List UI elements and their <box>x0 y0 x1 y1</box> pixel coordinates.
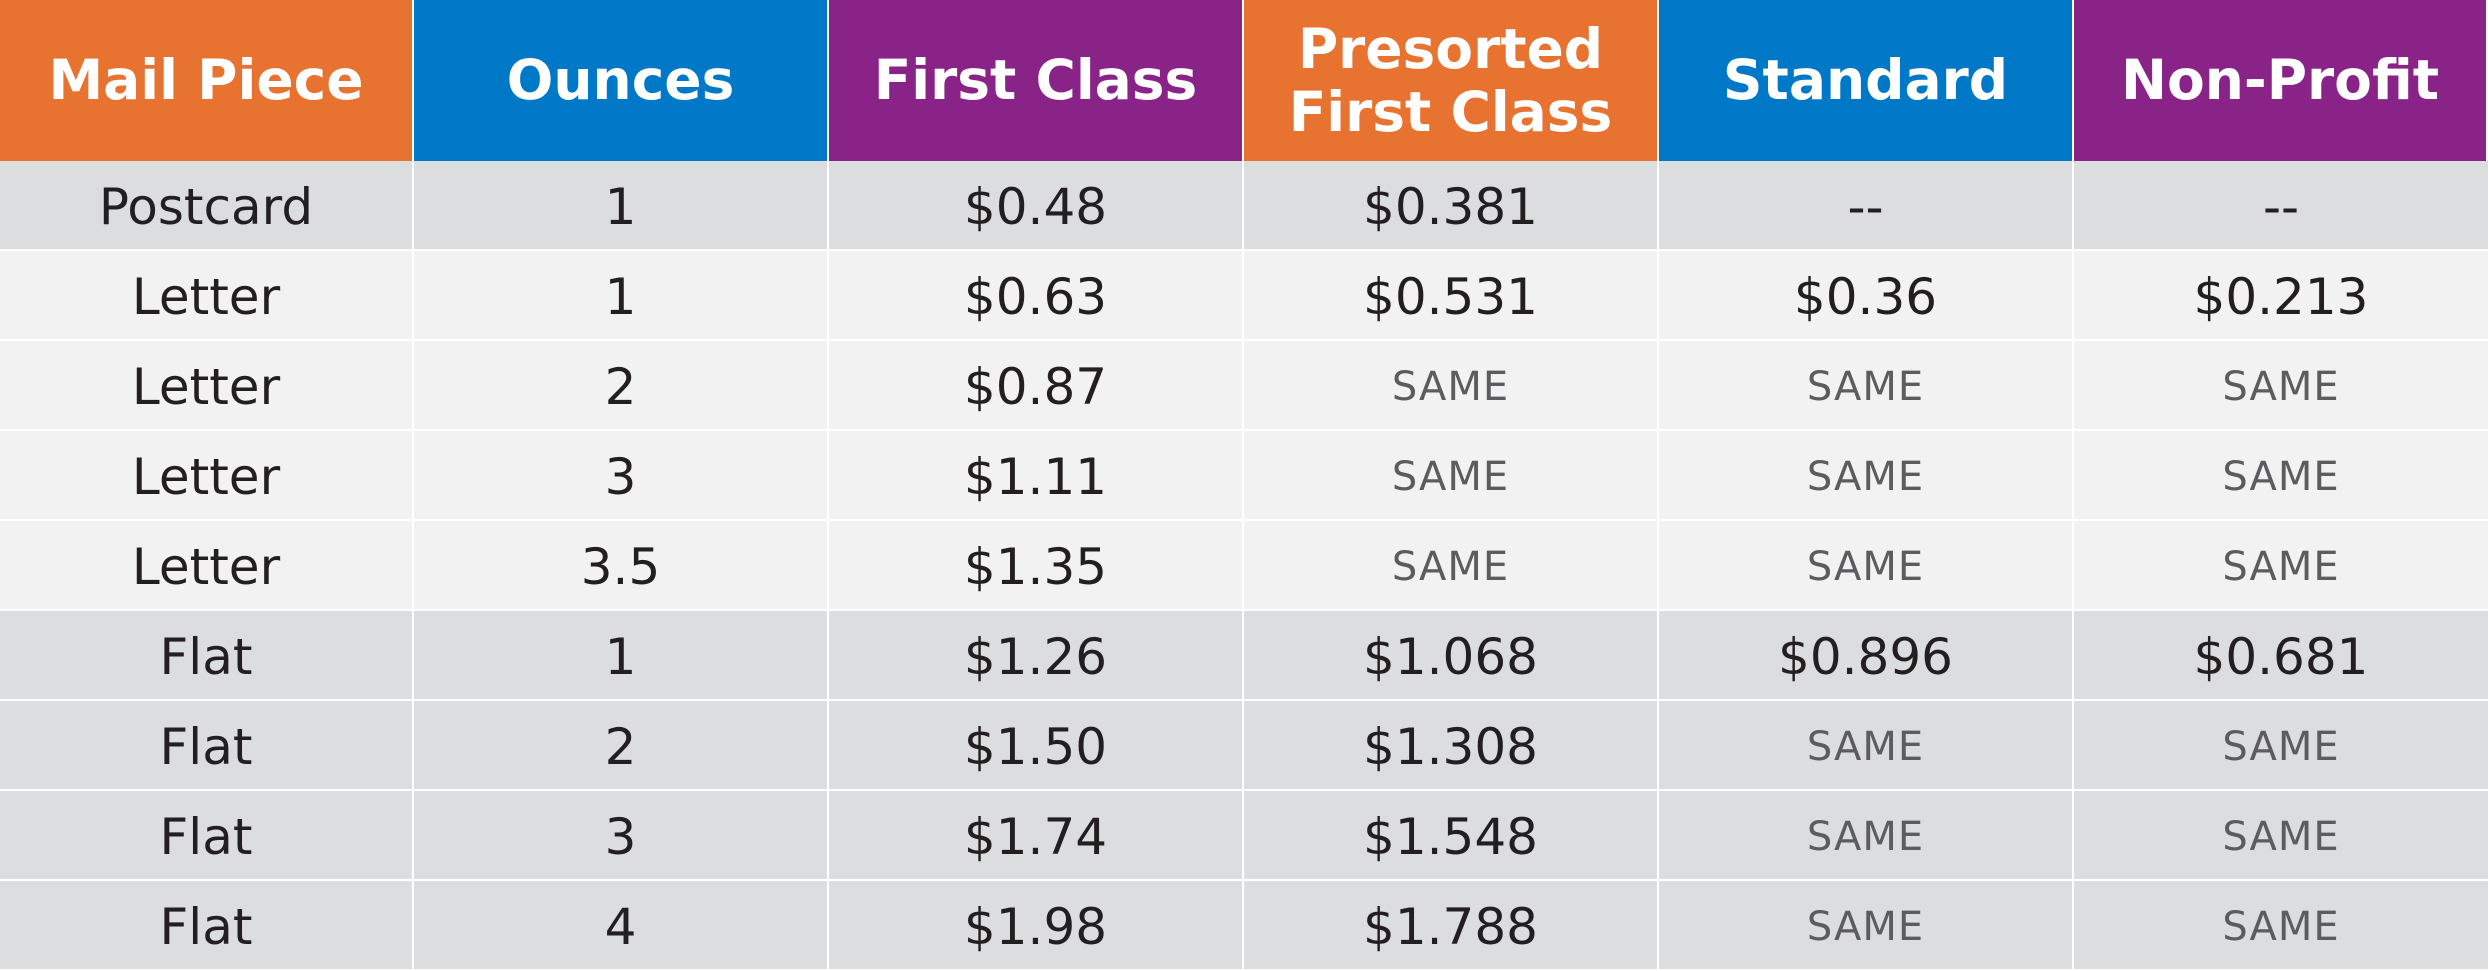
cell-non-profit: SAME <box>2074 341 2488 431</box>
cell-presorted-first-class: $0.381 <box>1244 161 1659 251</box>
cell-standard: -- <box>1659 161 2074 251</box>
cell-non-profit: SAME <box>2074 701 2488 791</box>
cell-ounces: 1 <box>414 251 829 341</box>
header-mail-piece: Mail Piece <box>0 0 414 161</box>
cell-first-class: $1.74 <box>829 791 1244 881</box>
cell-presorted-first-class: SAME <box>1244 431 1659 521</box>
cell-first-class: $1.11 <box>829 431 1244 521</box>
header-presorted-first-class: Presorted First Class <box>1244 0 1659 161</box>
cell-presorted-first-class: $1.068 <box>1244 611 1659 701</box>
header-first-class: First Class <box>829 0 1244 161</box>
cell-non-profit: $0.213 <box>2074 251 2488 341</box>
cell-mail-piece: Flat <box>0 791 414 881</box>
cell-ounces: 4 <box>414 881 829 971</box>
cell-ounces: 2 <box>414 701 829 791</box>
cell-first-class: $0.87 <box>829 341 1244 431</box>
header-label-line: First Class <box>873 48 1198 112</box>
cell-ounces: 3.5 <box>414 521 829 611</box>
cell-presorted-first-class: SAME <box>1244 341 1659 431</box>
cell-mail-piece: Letter <box>0 251 414 341</box>
cell-standard: SAME <box>1659 521 2074 611</box>
cell-mail-piece: Postcard <box>0 161 414 251</box>
cell-ounces: 3 <box>414 791 829 881</box>
header-ounces: Ounces <box>414 0 829 161</box>
header-non-profit: Non-Profit <box>2074 0 2488 161</box>
header-label-line: Ounces <box>506 48 735 112</box>
cell-non-profit: $0.681 <box>2074 611 2488 701</box>
cell-non-profit: -- <box>2074 161 2488 251</box>
cell-mail-piece: Flat <box>0 881 414 971</box>
cell-ounces: 3 <box>414 431 829 521</box>
cell-ounces: 1 <box>414 161 829 251</box>
cell-first-class: $0.48 <box>829 161 1244 251</box>
cell-standard: $0.36 <box>1659 251 2074 341</box>
cell-first-class: $1.26 <box>829 611 1244 701</box>
cell-mail-piece: Letter <box>0 341 414 431</box>
cell-presorted-first-class: $1.308 <box>1244 701 1659 791</box>
cell-non-profit: SAME <box>2074 881 2488 971</box>
cell-ounces: 1 <box>414 611 829 701</box>
cell-first-class: $1.98 <box>829 881 1244 971</box>
header-standard: Standard <box>1659 0 2074 161</box>
cell-presorted-first-class: SAME <box>1244 521 1659 611</box>
cell-mail-piece: Flat <box>0 701 414 791</box>
cell-presorted-first-class: $1.788 <box>1244 881 1659 971</box>
header-label-line: Non-Profit <box>2120 48 2440 112</box>
cell-first-class: $0.63 <box>829 251 1244 341</box>
header-label-line: Presorted <box>1297 16 1604 81</box>
cell-mail-piece: Letter <box>0 431 414 521</box>
header-label-line: Mail Piece <box>48 48 364 112</box>
cell-standard: $0.896 <box>1659 611 2074 701</box>
cell-standard: SAME <box>1659 881 2074 971</box>
cell-first-class: $1.50 <box>829 701 1244 791</box>
header-label-line: Standard <box>1722 48 2009 112</box>
cell-presorted-first-class: $1.548 <box>1244 791 1659 881</box>
cell-non-profit: SAME <box>2074 521 2488 611</box>
header-label-line: First Class <box>1288 79 1613 144</box>
cell-standard: SAME <box>1659 341 2074 431</box>
cell-non-profit: SAME <box>2074 431 2488 521</box>
cell-presorted-first-class: $0.531 <box>1244 251 1659 341</box>
cell-standard: SAME <box>1659 701 2074 791</box>
cell-first-class: $1.35 <box>829 521 1244 611</box>
cell-mail-piece: Flat <box>0 611 414 701</box>
cell-non-profit: SAME <box>2074 791 2488 881</box>
cell-mail-piece: Letter <box>0 521 414 611</box>
cell-ounces: 2 <box>414 341 829 431</box>
cell-standard: SAME <box>1659 431 2074 521</box>
cell-standard: SAME <box>1659 791 2074 881</box>
